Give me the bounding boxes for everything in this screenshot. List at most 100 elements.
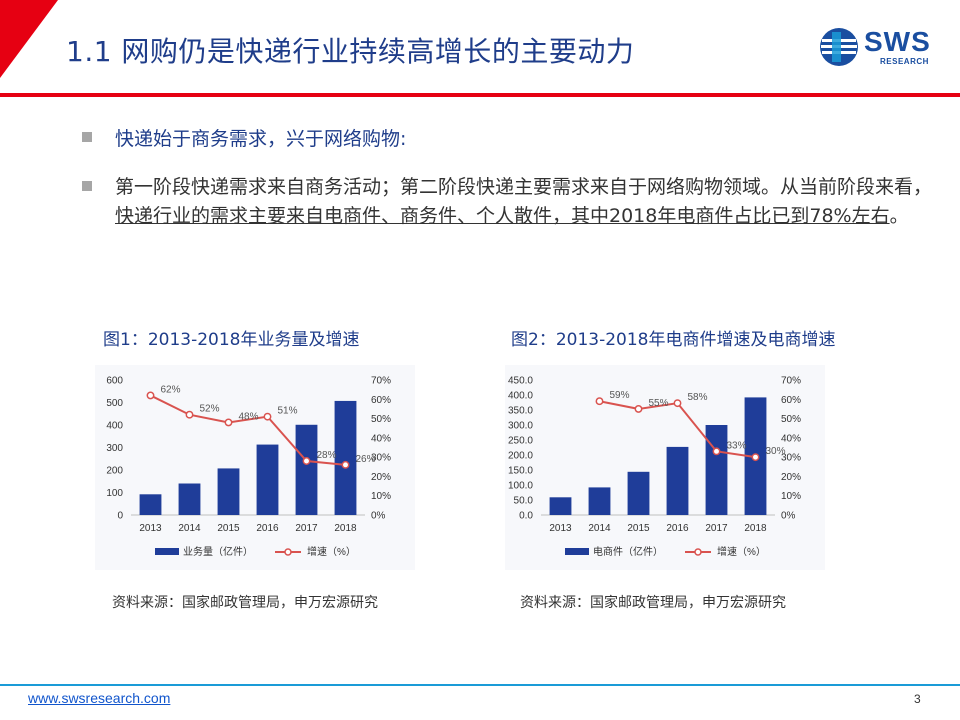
bar	[705, 425, 728, 515]
y-tick-label: 600	[106, 376, 123, 387]
header-red-line	[0, 93, 960, 97]
logo-globe-icon	[820, 28, 858, 66]
y-tick-label: 150.0	[508, 466, 533, 477]
bar	[217, 468, 240, 515]
y2-tick-label: 10%	[781, 491, 801, 502]
bullet-marker-1	[82, 132, 92, 142]
data-label: 59%	[610, 390, 630, 401]
legend-bar-label: 电商件（亿件）	[593, 545, 663, 558]
x-tick-label: 2014	[178, 523, 201, 534]
y2-tick-label: 30%	[371, 453, 391, 464]
bullet-heading: 快递始于商务需求，兴于网络购物:	[115, 128, 407, 150]
data-label: 48%	[239, 411, 259, 422]
y2-tick-label: 40%	[781, 433, 801, 444]
data-label: 51%	[278, 406, 298, 417]
y2-tick-label: 70%	[781, 376, 801, 387]
y-tick-label: 0.0	[519, 511, 533, 522]
chart-2: 0.0 50.0 100.0 150.0 200.0 250.0 300.0 350.0 400…	[505, 365, 825, 570]
y-tick-label: 400.0	[508, 391, 533, 402]
legend-bar-swatch	[155, 548, 179, 555]
data-label: 28%	[317, 450, 337, 461]
y-tick-label: 350.0	[508, 406, 533, 417]
bar	[256, 444, 279, 515]
data-label: 52%	[200, 404, 220, 415]
x-tick-label: 2016	[666, 523, 689, 534]
chart-1: 0 100 200 300 400 500 600 0% 10% 20% 30% 40% 50% 60% 7…	[95, 365, 415, 570]
growth-point	[751, 453, 760, 462]
y-tick-label: 200	[106, 466, 123, 477]
data-label: 26%	[356, 454, 376, 465]
bullet-body-end: 。	[889, 205, 909, 227]
bar	[666, 446, 689, 515]
footer-website-link[interactable]: www.swsresearch.com	[28, 690, 171, 706]
growth-point	[341, 460, 350, 469]
growth-point	[263, 412, 272, 421]
y-tick-label: 300.0	[508, 421, 533, 432]
bar	[139, 494, 162, 515]
y-tick-label: 200.0	[508, 451, 533, 462]
y2-tick-label: 70%	[371, 376, 391, 387]
legend-line-label: 增速（%）	[717, 545, 766, 558]
y2-tick-label: 30%	[781, 453, 801, 464]
x-tick-label: 2013	[139, 523, 162, 534]
header-decoration	[0, 0, 960, 97]
y-tick-label: 50.0	[514, 496, 534, 507]
x-tick-label: 2018	[334, 523, 357, 534]
logo-subtext: RESEARCH	[880, 57, 929, 66]
figure-1-source: 资料来源：国家邮政管理局，申万宏源研究	[112, 595, 378, 611]
growth-line	[150, 394, 346, 466]
bar	[295, 424, 318, 515]
x-tick-label: 2013	[549, 523, 572, 534]
y-tick-label: 500	[106, 398, 123, 409]
legend-line-marker	[284, 548, 292, 556]
data-label: 58%	[688, 392, 708, 403]
header-red-triangle	[0, 0, 58, 78]
bullet-body: 第一阶段快递需求来自商务活动；第二阶段快递主要需求来自于网络购物领域。从当前阶段…	[115, 173, 945, 231]
y2-tick-label: 60%	[781, 395, 801, 406]
growth-point	[595, 397, 604, 406]
y2-tick-label: 50%	[781, 414, 801, 425]
x-tick-label: 2017	[705, 523, 728, 534]
data-label: 33%	[727, 440, 747, 451]
y-tick-label: 100.0	[508, 481, 533, 492]
data-label: 55%	[649, 398, 669, 409]
y-tick-label: 250.0	[508, 436, 533, 447]
growth-point	[185, 410, 194, 419]
footer-divider	[0, 684, 960, 686]
logo-text: SWS	[864, 26, 931, 57]
bar	[178, 483, 201, 515]
legend-bar-label: 业务量（亿件）	[183, 545, 253, 558]
growth-point	[146, 391, 155, 400]
bullet-body-underlined: 快递行业的需求主要来自电商件、商务件、个人散件，其中2018年电商件占比已到78…	[115, 205, 890, 227]
chart-background	[505, 365, 825, 570]
x-tick-label: 2014	[588, 523, 611, 534]
x-tick-label: 2018	[744, 523, 767, 534]
y2-tick-label: 40%	[371, 433, 391, 444]
data-label: 62%	[161, 384, 181, 395]
bar	[627, 471, 650, 515]
y2-tick-label: 10%	[371, 491, 391, 502]
y2-tick-label: 0%	[781, 511, 796, 522]
page-number: 3	[914, 692, 921, 706]
legend-line-label: 增速（%）	[307, 545, 356, 558]
data-label: 30%	[766, 446, 786, 457]
figure-1-title: 图1：2013-2018年业务量及增速	[103, 330, 360, 350]
y-tick-label: 450.0	[508, 376, 533, 387]
bar	[588, 487, 611, 515]
legend-bar-swatch	[565, 548, 589, 555]
y2-tick-label: 60%	[371, 395, 391, 406]
bullet-marker-2	[82, 181, 92, 191]
page-title: 1.1 网购仍是快递行业持续高增长的主要动力	[66, 35, 635, 68]
bullet-body-plain: 第一阶段快递需求来自商务活动；第二阶段快递主要需求来自于网络购物领域。从当前阶段…	[115, 176, 933, 198]
growth-point	[673, 399, 682, 408]
growth-point	[712, 447, 721, 456]
figure-2-title: 图2：2013-2018年电商件增速及电商增速	[511, 330, 836, 350]
x-tick-label: 2015	[627, 523, 650, 534]
growth-point	[224, 418, 233, 427]
y2-tick-label: 50%	[371, 414, 391, 425]
y-tick-label: 300	[106, 443, 123, 454]
y2-tick-label: 20%	[781, 472, 801, 483]
y-tick-label: 400	[106, 421, 123, 432]
figure-2-source: 资料来源：国家邮政管理局，申万宏源研究	[520, 595, 786, 611]
x-tick-label: 2015	[217, 523, 240, 534]
